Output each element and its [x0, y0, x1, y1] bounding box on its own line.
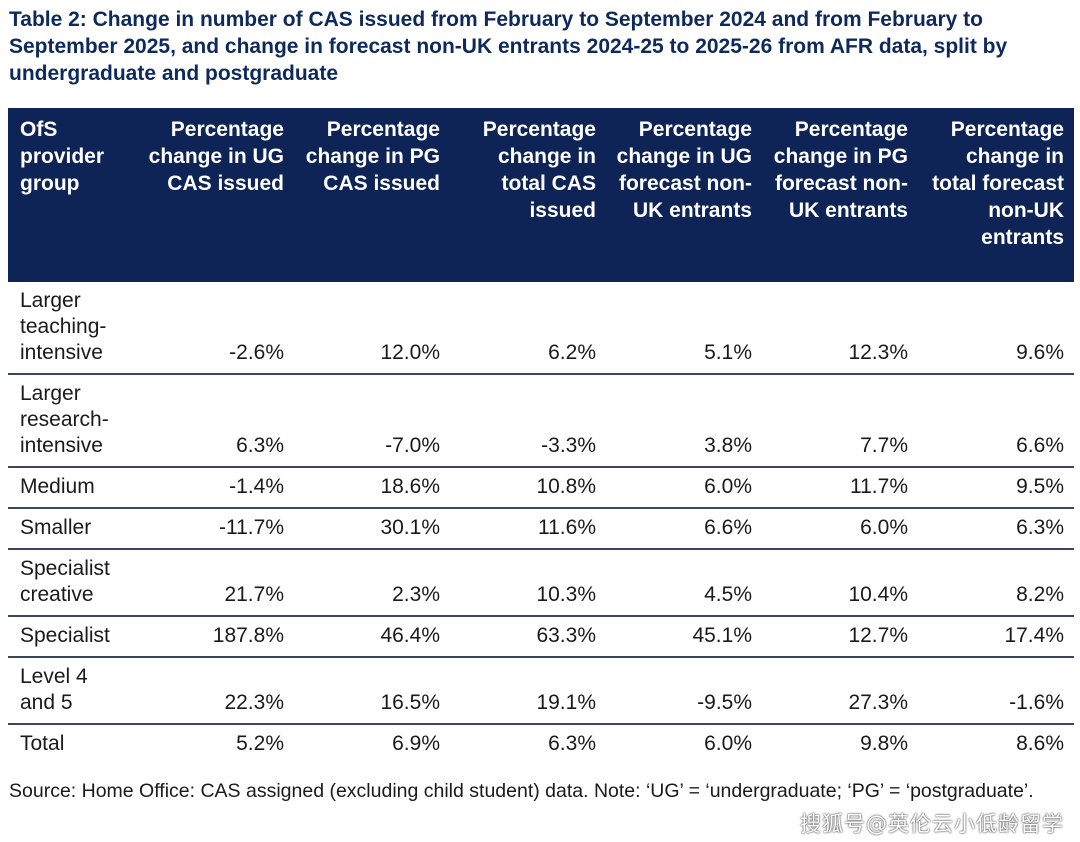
cell-total-cas: 63.3% [450, 616, 606, 658]
table-row: Specialist 187.8% 46.4% 63.3% 45.1% 12.7% 17.4… [8, 616, 1074, 658]
header-provider-group: OfS provider group [8, 108, 138, 282]
cell-pg-forecast: 11.7% [762, 467, 918, 509]
cell-pg-forecast: 12.3% [762, 282, 918, 375]
cell-pg-cas: 18.6% [294, 467, 450, 509]
cell-provider-group: Specialist creative [8, 549, 138, 617]
cell-pg-cas: 30.1% [294, 508, 450, 550]
source-note: Source: Home Office: CAS assigned (exclu… [9, 780, 1034, 802]
table-title: Table 2: Change in number of CAS issued … [9, 8, 1008, 85]
cell-ug-forecast: 4.5% [606, 549, 762, 617]
table-row: Larger teaching-intensive -2.6% 12.0% 6.2% 5… [8, 282, 1074, 375]
header-ug-cas: Percentage change in UG CAS issued [138, 108, 294, 282]
header-ug-forecast: Percentage change in UG forecast non-UK … [606, 108, 762, 282]
cell-pg-forecast: 7.7% [762, 374, 918, 468]
cell-pg-cas: -7.0% [294, 374, 450, 468]
cell-provider-group: Level 4 and 5 [8, 657, 138, 725]
table-row: Level 4 and 5 22.3% 16.5% 19.1% -9.5% 27.3% -1… [8, 657, 1074, 725]
cell-total-forecast: 6.6% [918, 374, 1074, 468]
cell-pg-forecast: 6.0% [762, 508, 918, 550]
cell-total-cas: 6.2% [450, 282, 606, 375]
cell-pg-forecast: 9.8% [860, 732, 908, 755]
cell-pg-cas: 6.9% [392, 732, 440, 755]
cell-ug-cas: 21.7% [138, 549, 294, 617]
cell-ug-cas: 187.8% [138, 616, 294, 658]
cell-pg-cas: 16.5% [294, 657, 450, 725]
cell-pg-forecast: 27.3% [762, 657, 918, 725]
table-row: Larger research-intensive 6.3% -7.0% -3.3% 3… [8, 374, 1074, 468]
cell-total-forecast: 9.5% [918, 467, 1074, 509]
cell-pg-cas: 46.4% [294, 616, 450, 658]
header-row: OfS provider group Percentage change in … [8, 108, 1074, 282]
cell-ug-forecast: 5.1% [606, 282, 762, 375]
table-row: Medium -1.4% 18.6% 10.8% 6.0% 11.7% 9.5% [8, 467, 1074, 509]
cell-provider-group: Larger research-intensive [8, 374, 138, 468]
table-row: Total 5.2% 6.9% 6.3% 6.0% 9.8% 8.6% [8, 724, 1074, 764]
cell-total-forecast: -1.6% [918, 657, 1074, 725]
cell-total-cas: 10.3% [450, 549, 606, 617]
cell-ug-forecast: 6.6% [606, 508, 762, 550]
cell-total-cas: 19.1% [450, 657, 606, 725]
cell-total-cas: 10.8% [450, 467, 606, 509]
cell-total-forecast: 17.4% [918, 616, 1074, 658]
cell-total-forecast: 9.6% [918, 282, 1074, 375]
cell-total-forecast: 6.3% [918, 508, 1074, 550]
cell-provider-group: Smaller [8, 508, 138, 550]
cell-ug-forecast: -9.5% [606, 657, 762, 725]
cell-ug-forecast: 6.0% [606, 467, 762, 509]
cell-provider-group: Larger teaching-intensive [8, 282, 138, 375]
cell-total-forecast: 8.6% [1016, 732, 1064, 755]
table-row: Smaller -11.7% 30.1% 11.6% 6.6% 6.0% 6.3% [8, 508, 1074, 550]
cell-ug-cas: 5.2% [236, 732, 284, 755]
cell-total-cas: 6.3% [548, 732, 596, 755]
cell-ug-forecast: 3.8% [606, 374, 762, 468]
cell-pg-cas: 12.0% [294, 282, 450, 375]
watermark: 搜狐号@英伦云小低龄留学 [800, 812, 1064, 836]
cell-pg-cas: 2.3% [294, 549, 450, 617]
cell-ug-cas: 6.3% [138, 374, 294, 468]
cas-change-table: OfS provider group Percentage change in … [8, 108, 1074, 764]
cell-ug-forecast: 45.1% [606, 616, 762, 658]
cell-ug-cas: 22.3% [138, 657, 294, 725]
cell-pg-forecast: 10.4% [762, 549, 918, 617]
header-pg-cas: Percentage change in PG CAS issued [294, 108, 450, 282]
cell-ug-cas: -11.7% [138, 508, 294, 550]
header-total-cas: Percentage change in total CAS issued [450, 108, 606, 282]
cell-ug-cas: -1.4% [138, 467, 294, 509]
cell-provider-group: Total [20, 732, 65, 755]
cell-provider-group: Medium [8, 467, 138, 509]
cell-pg-forecast: 12.7% [762, 616, 918, 658]
table-row: Specialist creative 21.7% 2.3% 10.3% 4.5% 10.… [8, 549, 1074, 617]
header-total-forecast: Percentage change in total forecast non-… [918, 108, 1074, 282]
cell-provider-group: Specialist [8, 616, 138, 658]
header-pg-forecast: Percentage change in PG forecast non-UK … [762, 108, 918, 282]
cell-total-forecast: 8.2% [918, 549, 1074, 617]
cell-total-cas: -3.3% [450, 374, 606, 468]
cell-total-cas: 11.6% [450, 508, 606, 550]
cell-ug-cas: -2.6% [138, 282, 294, 375]
cell-ug-forecast: 6.0% [704, 732, 752, 755]
